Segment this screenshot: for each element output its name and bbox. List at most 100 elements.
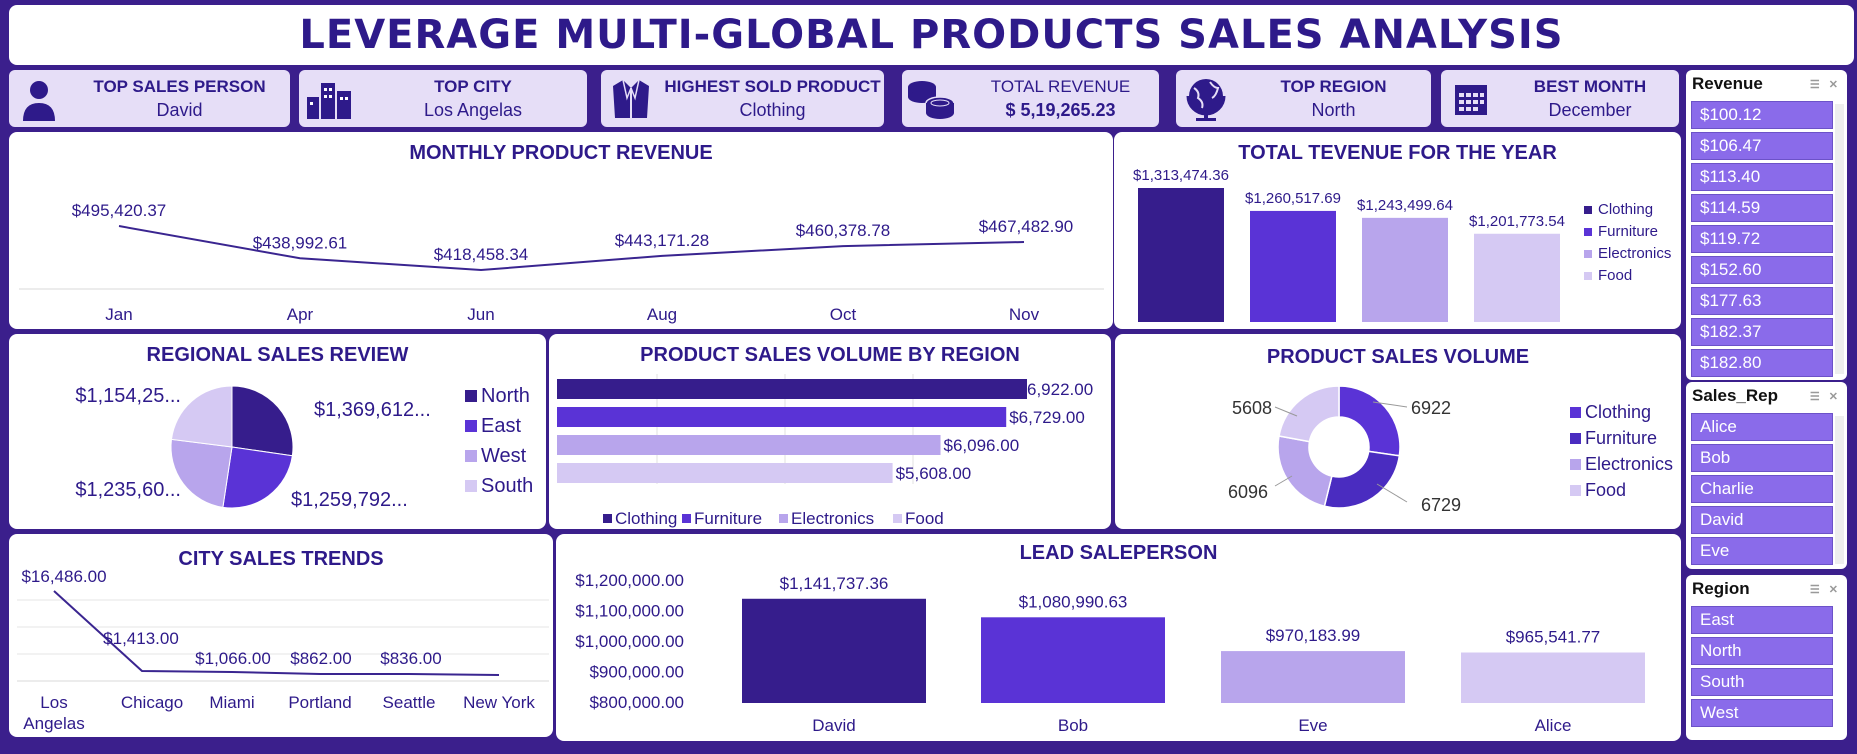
slicer-item[interactable]: $113.40: [1691, 163, 1833, 191]
product-volume-chart-panel: PRODUCT SALES VOLUME 6922 6729 6096 5608 Clo…: [1115, 334, 1681, 529]
bar: [1138, 188, 1224, 322]
x-tick-label: Angelas: [23, 714, 84, 733]
slicer-item[interactable]: $114.59: [1691, 194, 1833, 222]
filter-icons[interactable]: ☰ ✕: [1809, 583, 1841, 596]
legend-label: Clothing: [615, 509, 677, 528]
scrollbar[interactable]: [1835, 416, 1844, 564]
legend-swatch: [893, 514, 902, 523]
yearly-revenue-chart: $1,313,474.36 $1,260,517.69 $1,243,499.64 $…: [1133, 167, 1671, 322]
buildings-icon: [299, 79, 359, 119]
page-title: LEVERAGE MULTI-GLOBAL PRODUCTS SALES ANA…: [299, 12, 1564, 58]
slicer-title: Revenue: [1692, 74, 1763, 93]
x-tick-label: Jun: [467, 305, 494, 324]
bar: [1474, 233, 1560, 322]
data-label: $1,141,737.36: [780, 574, 889, 593]
x-tick-label: Oct: [830, 305, 857, 324]
slicer-item[interactable]: $182.37: [1691, 318, 1833, 346]
data-label: $438,992.61: [253, 233, 348, 252]
data-label: $6,729.00: [1009, 408, 1085, 427]
calendar-icon: [1441, 81, 1501, 117]
legend-label: Food: [905, 509, 944, 528]
jacket-icon: [601, 78, 661, 120]
slicer-item[interactable]: $152.60: [1691, 256, 1833, 284]
x-tick-label: David: [812, 716, 855, 735]
slicer-item[interactable]: $177.63: [1691, 287, 1833, 315]
coins-icon: [902, 77, 962, 121]
pie-slice: [170, 438, 233, 508]
city-trends-chart-panel: CITY SALES TRENDS $16,486.00 $1,413.00 $1,…: [9, 534, 553, 737]
data-label: $1,259,792...: [291, 489, 408, 511]
region-slicer[interactable]: Region ☰ ✕ East North South West: [1686, 575, 1847, 740]
kpi-top-city: TOP CITY Los Angelas: [299, 70, 587, 127]
regional-sales-chart: $1,369,612... $1,259,792... $1,235,60... $1…: [75, 385, 533, 511]
kpi-value: Clothing: [739, 99, 806, 120]
slicer-item[interactable]: Bob: [1691, 444, 1833, 472]
slicer-item[interactable]: Charlie: [1691, 475, 1833, 503]
slicer-item[interactable]: West: [1691, 699, 1833, 727]
x-tick-label: New York: [463, 693, 535, 712]
slicer-title: Sales_Rep: [1692, 386, 1778, 405]
kpi-label: HIGHEST SOLD PRODUCT: [664, 76, 881, 96]
legend-swatch: [1570, 433, 1581, 444]
slicer-item[interactable]: $106.47: [1691, 132, 1833, 160]
y-tick-label: $900,000.00: [589, 663, 684, 682]
slicer-header: Region ☰ ✕: [1686, 575, 1847, 603]
legend-label: East: [481, 415, 521, 437]
leader-line: [1274, 406, 1298, 417]
chart-title: PRODUCT SALES VOLUME BY REGION: [640, 344, 1020, 366]
slicer-item[interactable]: $182.80: [1691, 349, 1833, 377]
data-label: $1,243,499.64: [1357, 197, 1453, 214]
globe-icon: [1176, 76, 1236, 122]
kpi-value: Los Angelas: [423, 99, 523, 120]
y-tick-label: $800,000.00: [589, 693, 684, 712]
yearly-revenue-chart-panel: TOTAL TEVENUE FOR THE YEAR $1,313,474.36…: [1114, 132, 1681, 329]
data-label: $5,608.00: [896, 464, 972, 483]
kpi-top-region: TOP REGION North: [1176, 70, 1431, 127]
leader-line: [1376, 483, 1408, 503]
legend-swatch: [465, 480, 477, 492]
slicer-item[interactable]: Alice: [1691, 413, 1833, 441]
legend-label: South: [481, 475, 533, 497]
kpi-value: December: [1548, 99, 1632, 120]
slicer-item[interactable]: David: [1691, 506, 1833, 534]
legend-swatch: [1584, 250, 1592, 258]
slicer-item[interactable]: Eve: [1691, 537, 1833, 565]
volume-by-region-chart-panel: PRODUCT SALES VOLUME BY REGION 6,922.00 $…: [549, 334, 1111, 529]
slicer-item[interactable]: South: [1691, 668, 1833, 696]
x-tick-label: Aug: [647, 305, 677, 324]
legend-label: Food: [1598, 267, 1632, 284]
chart-title: MONTHLY PRODUCT REVENUE: [409, 142, 713, 164]
data-label: $1,080,990.63: [1019, 592, 1128, 611]
bar: [1461, 652, 1645, 703]
scrollbar[interactable]: [1835, 104, 1844, 374]
slicer-item[interactable]: East: [1691, 606, 1833, 634]
sales-rep-slicer[interactable]: Sales_Rep ☰ ✕ Alice Bob Charlie David Eve: [1686, 382, 1847, 569]
legend-label: Electronics: [791, 509, 874, 528]
slicer-item[interactable]: North: [1691, 637, 1833, 665]
bar: [742, 598, 926, 703]
data-label: $862.00: [290, 649, 351, 668]
legend-label: Furniture: [1585, 428, 1657, 448]
product-volume-chart: 6922 6729 6096 5608 Clothing Furniture Electro…: [1228, 385, 1673, 515]
dashboard-header: LEVERAGE MULTI-GLOBAL PRODUCTS SALES ANA…: [9, 5, 1854, 65]
filter-icons[interactable]: ☰ ✕: [1809, 390, 1841, 403]
data-label: $1,413.00: [103, 629, 179, 648]
lead-saleperson-chart: $1,200,000.00 $1,100,000.00 $1,000,000.00 $…: [575, 571, 1645, 735]
legend-label: West: [481, 445, 527, 467]
data-label: $495,420.37: [72, 201, 167, 220]
legend-label: Furniture: [694, 509, 762, 528]
slicer-item[interactable]: $100.12: [1691, 101, 1833, 129]
kpi-top-sales-person: TOP SALES PERSON David: [9, 70, 290, 127]
filter-icons[interactable]: ☰ ✕: [1809, 78, 1841, 91]
kpi-label: TOP SALES PERSON: [93, 76, 266, 96]
y-tick-label: $1,100,000.00: [575, 602, 684, 621]
revenue-slicer[interactable]: Revenue ☰ ✕ $100.12 $106.47 $113.40 $114.59 $…: [1686, 70, 1847, 380]
lead-saleperson-chart-panel: LEAD SALEPERSON $1,200,000.00 $1,100,000.…: [556, 534, 1681, 741]
data-label: $1,154,25...: [75, 385, 181, 407]
data-label: $1,369,612...: [314, 399, 431, 421]
x-tick-label: Chicago: [121, 693, 183, 712]
legend-swatch: [465, 450, 477, 462]
person-icon: [9, 77, 69, 121]
data-label: $836.00: [380, 649, 441, 668]
slicer-item[interactable]: $119.72: [1691, 225, 1833, 253]
